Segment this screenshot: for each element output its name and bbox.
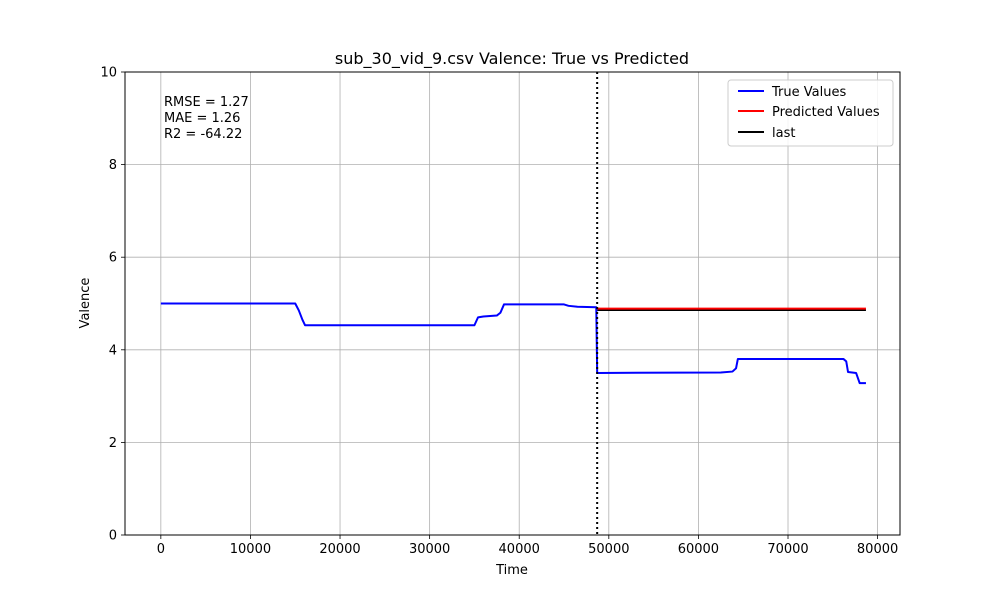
- legend-box: [727, 79, 894, 147]
- x-tick-label: 60000: [678, 542, 719, 557]
- ticks: 0 10000 20000 30000 40000 50000 60000 70000 8000…: [100, 66, 898, 558]
- y-tick-label: 8: [109, 158, 117, 173]
- annotation-r2: R2 = -64.22: [164, 127, 242, 142]
- x-tick-label: 50000: [588, 542, 629, 557]
- x-axis-label: Time: [495, 563, 528, 578]
- x-tick-label: 80000: [857, 542, 898, 557]
- x-tick-label: 10000: [230, 542, 271, 557]
- y-tick-label: 2: [109, 436, 117, 451]
- chart-title: sub_30_vid_9.csv Valence: True vs Predic…: [335, 49, 689, 69]
- y-axis-label: Valence: [78, 278, 93, 329]
- legend-label-true-values: True Values: [771, 85, 846, 100]
- x-tick-label: 70000: [767, 542, 808, 557]
- metrics-annotation: RMSE = 1.27 MAE = 1.26 R2 = -64.22: [164, 95, 249, 142]
- x-tick-label: 30000: [409, 542, 450, 557]
- y-tick-label: 4: [109, 343, 117, 358]
- legend-label-last: last: [772, 126, 795, 141]
- x-tick-label: 20000: [319, 542, 360, 557]
- annotation-rmse: RMSE = 1.27: [164, 95, 249, 110]
- legend: True Values Predicted Values last: [727, 79, 894, 147]
- x-tick-label: 0: [157, 542, 165, 557]
- x-tick-label: 40000: [499, 542, 540, 557]
- series-layer: [160, 302, 866, 385]
- y-tick-label: 0: [109, 529, 117, 544]
- legend-label-predicted-values: Predicted Values: [772, 105, 880, 120]
- y-tick-label: 10: [100, 66, 117, 81]
- annotation-mae: MAE = 1.26: [164, 111, 240, 126]
- series-line-true-values: [160, 302, 866, 385]
- y-tick-label: 6: [109, 251, 117, 266]
- plot-frame: [124, 71, 901, 536]
